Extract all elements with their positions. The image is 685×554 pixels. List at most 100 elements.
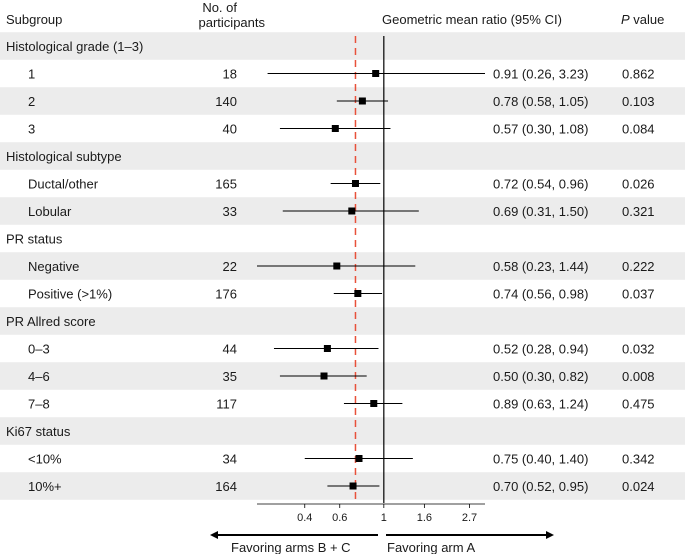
subgroup-label: 4–6 (28, 369, 50, 384)
ratio-ci: 0.74 (0.56, 0.98) (493, 287, 588, 302)
subgroup-label: Ductal/other (28, 177, 99, 192)
ratio-ci: 0.50 (0.30, 0.82) (493, 369, 588, 384)
group-row: PR status (6, 232, 63, 247)
row-band (0, 32, 685, 60)
ratio-ci: 0.75 (0.40, 1.40) (493, 452, 588, 467)
header-subgroup: Subgroup (6, 12, 62, 27)
ratio-ci: 0.72 (0.54, 0.96) (493, 177, 588, 192)
group-row: Histological grade (1–3) (6, 39, 143, 54)
participants-count: 34 (223, 452, 237, 467)
row-band (0, 417, 685, 445)
p-value: 0.026 (622, 177, 655, 192)
ratio-ci: 0.89 (0.63, 1.24) (493, 397, 588, 412)
group-row: Histological subtype (6, 149, 122, 164)
estimate-marker (349, 482, 357, 490)
subgroup-label: Lobular (28, 204, 72, 219)
ratio-ci: 0.91 (0.26, 3.23) (493, 67, 588, 82)
estimate-marker (354, 290, 362, 297)
subgroup-label: 1 (28, 67, 35, 82)
table-row: 10%+ 164 0.70 (0.52, 0.95) 0.024 (28, 479, 655, 494)
group-label: Histological subtype (6, 149, 122, 164)
participants-count: 140 (215, 94, 237, 109)
header-ratio: Geometric mean ratio (95% CI) (382, 12, 562, 27)
group-label: PR Allred score (6, 314, 96, 329)
p-value: 0.084 (622, 122, 655, 137)
ratio-ci: 0.52 (0.28, 0.94) (493, 342, 588, 357)
group-label: PR status (6, 232, 63, 247)
group-row: PR Allred score (6, 314, 96, 329)
ratio-ci: 0.57 (0.30, 1.08) (493, 122, 588, 137)
row-band (0, 307, 685, 335)
participants-count: 176 (215, 287, 237, 302)
p-value: 0.024 (622, 479, 655, 494)
row-band (0, 142, 685, 170)
table-row: Lobular 33 0.69 (0.31, 1.50) 0.321 (28, 204, 655, 219)
ratio-ci: 0.69 (0.31, 1.50) (493, 204, 588, 219)
estimate-marker (358, 97, 366, 105)
participants-count: 18 (223, 67, 237, 82)
subgroup-label: 3 (28, 122, 35, 137)
table-row: 3 40 0.57 (0.30, 1.08) 0.084 (28, 122, 655, 137)
x-tick-label: 2.7 (462, 512, 477, 524)
table-row: <10% 34 0.75 (0.40, 1.40) 0.342 (28, 452, 655, 467)
estimate-marker (331, 125, 339, 132)
x-tick-label: 0.4 (297, 512, 312, 524)
header-participants-line1: No. of (202, 0, 237, 15)
estimate-marker (370, 400, 378, 407)
group-row: Ki67 status (6, 424, 71, 439)
p-value: 0.862 (622, 67, 655, 82)
subgroup-label: <10% (28, 452, 62, 467)
favoring-right-label: Favoring arm A (387, 540, 475, 554)
group-label: Histological grade (1–3) (6, 39, 143, 54)
subgroup-label: 10%+ (28, 479, 62, 494)
x-tick-label: 0.6 (332, 512, 347, 524)
estimate-marker (320, 372, 328, 380)
subgroup-label: 7–8 (28, 397, 50, 412)
table-row: Ductal/other 165 0.72 (0.54, 0.96) 0.026 (28, 177, 655, 192)
subgroup-label: Positive (>1%) (28, 287, 112, 302)
participants-count: 22 (223, 259, 237, 274)
estimate-marker (351, 180, 359, 187)
participants-count: 44 (223, 342, 237, 357)
table-row: 4–6 35 0.50 (0.30, 0.82) 0.008 (28, 369, 655, 384)
reference-lines (354, 36, 385, 503)
subgroup-label: 2 (28, 94, 35, 109)
p-value: 0.342 (622, 452, 655, 467)
ratio-ci: 0.78 (0.58, 1.05) (493, 94, 588, 109)
participants-count: 35 (223, 369, 237, 384)
p-value: 0.032 (622, 342, 655, 357)
p-value: 0.103 (622, 94, 655, 109)
x-tick-label: 1 (381, 512, 387, 524)
group-label: Ki67 status (6, 424, 71, 439)
header-p-value: P value (621, 12, 664, 27)
p-value: 0.222 (622, 259, 655, 274)
participants-count: 164 (215, 479, 237, 494)
participants-count: 40 (223, 122, 237, 137)
estimate-marker (323, 345, 331, 352)
table-row: 0–3 44 0.52 (0.28, 0.94) 0.032 (28, 342, 655, 357)
header-participants-line2: participants (199, 15, 266, 30)
participants-count: 33 (223, 204, 237, 219)
table-row: 7–8 117 0.89 (0.63, 1.24) 0.475 (28, 397, 655, 412)
estimate-marker (372, 70, 380, 77)
subgroup-label: 0–3 (28, 342, 50, 357)
table-row: Negative 22 0.58 (0.23, 1.44) 0.222 (28, 259, 655, 274)
p-value: 0.321 (622, 204, 655, 219)
table-row: Positive (>1%) 176 0.74 (0.56, 0.98) 0.037 (28, 287, 655, 302)
estimate-marker (333, 262, 341, 270)
header-p-rest: value (630, 12, 665, 27)
table-rows: Histological grade (1–3) 1 18 0.91 (0.26, 3… (6, 39, 655, 494)
p-value: 0.475 (622, 397, 655, 412)
x-axis: 0.4 0.6 1 1.6 2.7 (257, 503, 485, 524)
p-value: 0.008 (622, 369, 655, 384)
ratio-ci: 0.58 (0.23, 1.44) (493, 259, 588, 274)
participants-count: 165 (215, 177, 237, 192)
table-row: 1 18 0.91 (0.26, 3.23) 0.862 (28, 67, 655, 82)
x-tick-label: 1.6 (417, 512, 432, 524)
header-p-italic: P (621, 12, 630, 27)
table-row: 2 140 0.78 (0.58, 1.05) 0.103 (28, 94, 655, 109)
estimate-marker (348, 207, 356, 215)
favoring-left-label: Favoring arms B + C (231, 540, 351, 554)
p-value: 0.037 (622, 287, 655, 302)
